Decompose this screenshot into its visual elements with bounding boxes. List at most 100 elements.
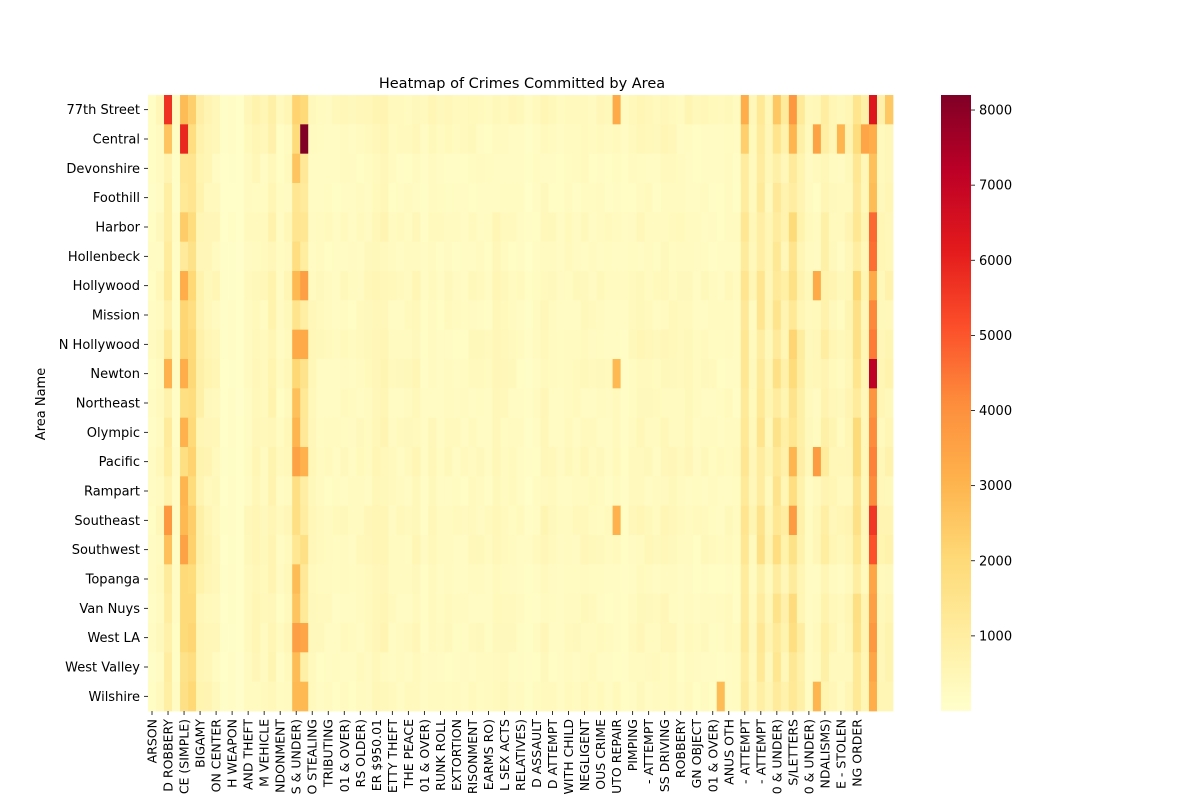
heatmap-cell bbox=[540, 359, 549, 389]
heatmap-cell bbox=[812, 564, 822, 595]
heatmap-cell bbox=[428, 564, 437, 595]
heatmap-cell bbox=[636, 593, 646, 624]
heatmap-cell bbox=[476, 271, 485, 301]
heatmap-cell bbox=[444, 652, 453, 683]
heatmap-cell bbox=[484, 505, 493, 536]
heatmap-cell bbox=[308, 124, 317, 155]
heatmap-cell bbox=[660, 476, 670, 507]
heatmap-cell bbox=[268, 241, 277, 272]
heatmap-cell bbox=[252, 388, 261, 419]
heatmap-cell bbox=[708, 124, 718, 155]
heatmap-cell bbox=[188, 359, 197, 389]
heatmap-cell bbox=[764, 681, 774, 712]
heatmap-cell bbox=[716, 505, 726, 536]
heatmap-cell bbox=[396, 652, 405, 683]
heatmap-cell bbox=[316, 447, 325, 477]
heatmap-cell bbox=[644, 476, 654, 507]
heatmap-cell bbox=[700, 417, 710, 448]
heatmap-cell bbox=[820, 183, 830, 213]
heatmap-cell bbox=[180, 417, 189, 448]
heatmap-cell bbox=[172, 476, 181, 507]
heatmap-cell bbox=[516, 564, 525, 595]
heatmap-cell bbox=[532, 124, 541, 155]
row-tick-label: Wilshire bbox=[89, 690, 140, 705]
heatmap-cell bbox=[860, 359, 870, 389]
heatmap-cell bbox=[588, 593, 597, 624]
heatmap-cell bbox=[852, 535, 862, 565]
heatmap-cell bbox=[716, 183, 726, 213]
heatmap-cell bbox=[820, 505, 830, 536]
heatmap-cell bbox=[148, 681, 157, 712]
heatmap-cell bbox=[836, 681, 846, 712]
heatmap-cell bbox=[212, 271, 221, 301]
heatmap-cell bbox=[284, 476, 293, 507]
heatmap-cell bbox=[476, 681, 485, 712]
heatmap-cell bbox=[828, 593, 838, 624]
heatmap-cell bbox=[164, 388, 173, 419]
column-tick-label: NEGLIGENT bbox=[577, 719, 592, 792]
heatmap-cell bbox=[492, 271, 501, 301]
heatmap-cell bbox=[524, 593, 533, 624]
heatmap-cell bbox=[844, 153, 854, 184]
heatmap-cell bbox=[292, 417, 301, 448]
heatmap-cell bbox=[484, 212, 493, 243]
heatmap-cell bbox=[332, 359, 341, 389]
heatmap-cell bbox=[772, 183, 782, 213]
heatmap-cell bbox=[804, 681, 814, 712]
heatmap-cell bbox=[524, 271, 533, 301]
heatmap-cell bbox=[580, 359, 589, 389]
heatmap-cell bbox=[820, 681, 830, 712]
heatmap-cell bbox=[564, 388, 573, 419]
heatmap-cell bbox=[268, 329, 277, 360]
heatmap-cell bbox=[300, 564, 309, 595]
heatmap-cell bbox=[636, 300, 646, 331]
heatmap-cell bbox=[780, 447, 790, 477]
heatmap-cell bbox=[572, 329, 581, 360]
heatmap-cell bbox=[244, 153, 253, 184]
heatmap-cell bbox=[188, 681, 197, 712]
heatmap-cell bbox=[796, 417, 806, 448]
heatmap-cell bbox=[212, 535, 221, 565]
heatmap-cell bbox=[804, 417, 814, 448]
heatmap-cell bbox=[740, 212, 750, 243]
heatmap-cell bbox=[420, 95, 429, 125]
heatmap-cell bbox=[356, 329, 365, 360]
heatmap-cell bbox=[828, 300, 838, 331]
heatmap-cell bbox=[692, 95, 702, 125]
heatmap-cell bbox=[188, 447, 197, 477]
heatmap-cell bbox=[572, 95, 581, 125]
heatmap-cell bbox=[756, 535, 766, 565]
heatmap-cell bbox=[692, 388, 702, 419]
heatmap-cell bbox=[604, 535, 613, 565]
heatmap-cell bbox=[652, 388, 662, 419]
heatmap-cell bbox=[420, 593, 429, 624]
heatmap-cell bbox=[796, 124, 806, 155]
heatmap-cell bbox=[676, 447, 686, 477]
heatmap-cell bbox=[692, 593, 702, 624]
heatmap-cell bbox=[724, 681, 734, 712]
heatmap-cell bbox=[828, 212, 838, 243]
heatmap-cell bbox=[700, 447, 710, 477]
colorbar-tick-label: 8000 bbox=[979, 104, 1012, 119]
heatmap-cell bbox=[876, 681, 886, 712]
heatmap-cell bbox=[572, 505, 581, 536]
heatmap-cell bbox=[444, 535, 453, 565]
heatmap-cell bbox=[788, 564, 798, 595]
heatmap-cell bbox=[836, 417, 846, 448]
heatmap-cell bbox=[540, 153, 549, 184]
heatmap-cell bbox=[164, 183, 173, 213]
heatmap-cell bbox=[492, 623, 501, 653]
heatmap-cell bbox=[252, 359, 261, 389]
heatmap-cell bbox=[444, 241, 453, 272]
heatmap-cell bbox=[484, 329, 493, 360]
heatmap-cell bbox=[484, 388, 493, 419]
heatmap-cell bbox=[884, 271, 894, 301]
heatmap-cell bbox=[636, 652, 646, 683]
heatmap-cell bbox=[532, 95, 541, 125]
heatmap-cell bbox=[492, 681, 501, 712]
heatmap-cell bbox=[404, 652, 413, 683]
heatmap-cell bbox=[596, 447, 605, 477]
heatmap-cell bbox=[212, 623, 221, 653]
heatmap-cell bbox=[828, 153, 838, 184]
heatmap-cell bbox=[836, 153, 846, 184]
